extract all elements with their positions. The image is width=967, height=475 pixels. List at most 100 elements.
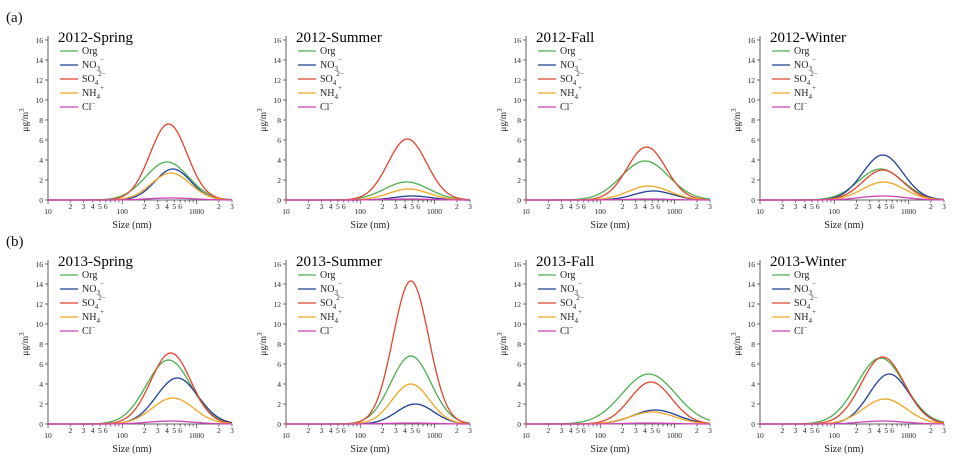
x-minor-tick-label: 4 xyxy=(569,426,573,435)
y-tick-label: 12 xyxy=(274,76,282,85)
series-line-cl xyxy=(286,198,471,201)
x-axis-label: Size (nm) xyxy=(824,220,863,231)
x-tick-label: 100 xyxy=(355,431,367,440)
series-line-org xyxy=(526,160,711,201)
y-tick-label: 2 xyxy=(39,176,43,185)
x-minor-tick-label: 2 xyxy=(217,202,221,211)
x-minor-tick-label: 5 xyxy=(650,426,654,435)
legend-label-org: Org xyxy=(560,46,575,57)
y-tick-label: 16 xyxy=(36,260,44,269)
y-tick-label: 14 xyxy=(36,56,44,65)
x-minor-tick-label: 3 xyxy=(560,202,564,211)
y-tick-label: 2 xyxy=(277,176,281,185)
x-minor-tick-label: 4 xyxy=(643,426,647,435)
x-tick-label: 1000 xyxy=(901,207,916,216)
chart-title: 2013-Spring xyxy=(58,254,134,270)
series-line-so4 xyxy=(48,123,233,201)
y-tick-label: 2 xyxy=(39,400,43,409)
x-minor-tick-label: 3 xyxy=(394,202,398,211)
chart-panel-2013-fall: 2013-Fall 0 2 4 6 8 10 12 14 16 μg/m3 10 2 3 4 5 6 100 2 3 4… xyxy=(478,249,713,464)
series-line-so4 xyxy=(526,146,711,201)
x-tick-label: 1000 xyxy=(427,431,442,440)
x-minor-tick-label: 4 xyxy=(803,426,807,435)
x-minor-tick-label: 6 xyxy=(656,426,660,435)
y-tick-label: 6 xyxy=(277,360,281,369)
legend-label-nh4: NH4+ xyxy=(560,308,582,325)
chart-title: 2012-Summer xyxy=(296,30,382,46)
chart-panel-2013-winter: 2013-Winter 0 2 4 6 8 10 12 14 16 μg/m3 10 2 3 4 5 6 100 2… xyxy=(712,249,947,464)
legend-label-org: Org xyxy=(82,46,97,57)
y-tick-label: 14 xyxy=(748,280,756,289)
x-minor-tick-label: 3 xyxy=(708,426,712,435)
y-tick-label: 14 xyxy=(36,280,44,289)
x-minor-tick-label: 2 xyxy=(929,202,933,211)
y-tick-label: 10 xyxy=(36,320,44,329)
x-minor-tick-label: 2 xyxy=(306,426,310,435)
x-tick-label: 100 xyxy=(117,431,129,440)
x-minor-tick-label: 5 xyxy=(98,202,102,211)
x-minor-tick-label: 6 xyxy=(104,426,108,435)
y-tick-label: 10 xyxy=(748,96,756,105)
series-line-cl xyxy=(286,422,470,425)
x-tick-label: 10 xyxy=(282,431,290,440)
y-axis-label: μg/m3 xyxy=(730,332,743,356)
x-minor-tick-label: 4 xyxy=(403,426,407,435)
legend-label-cl: Cl− xyxy=(794,100,807,113)
y-tick-label: 8 xyxy=(751,116,755,125)
y-tick-label: 8 xyxy=(751,340,755,349)
y-tick-label: 12 xyxy=(274,300,282,309)
x-minor-tick-label: 2 xyxy=(621,426,625,435)
y-tick-label: 2 xyxy=(751,400,755,409)
x-minor-tick-label: 2 xyxy=(695,202,699,211)
series-line-cl xyxy=(526,198,711,201)
x-minor-tick-label: 5 xyxy=(576,202,580,211)
x-tick-label: 100 xyxy=(829,207,841,216)
legend-label-cl: Cl− xyxy=(82,100,95,113)
x-minor-tick-label: 6 xyxy=(582,426,586,435)
y-tick-label: 12 xyxy=(748,76,756,85)
x-minor-tick-label: 2 xyxy=(455,202,459,211)
x-tick-label: 10 xyxy=(756,207,764,216)
y-tick-label: 2 xyxy=(751,176,755,185)
x-minor-tick-label: 6 xyxy=(342,426,346,435)
x-minor-tick-label: 5 xyxy=(98,426,102,435)
y-tick-label: 0 xyxy=(751,420,755,429)
y-tick-label: 0 xyxy=(39,420,43,429)
x-minor-tick-label: 2 xyxy=(143,426,147,435)
y-tick-label: 16 xyxy=(514,260,522,269)
x-tick-label: 10 xyxy=(282,207,290,216)
x-minor-tick-label: 3 xyxy=(634,426,638,435)
series-line-cl xyxy=(526,422,711,425)
x-minor-tick-label: 2 xyxy=(68,426,72,435)
x-tick-label: 1000 xyxy=(189,431,204,440)
y-tick-label: 4 xyxy=(39,380,43,389)
y-tick-label: 4 xyxy=(517,156,521,165)
legend-label-nh4: NH4+ xyxy=(560,84,582,101)
x-minor-tick-label: 3 xyxy=(156,426,160,435)
y-axis-label: μg/m3 xyxy=(18,108,31,132)
y-tick-label: 0 xyxy=(517,420,521,429)
y-tick-label: 0 xyxy=(277,196,281,205)
y-tick-label: 6 xyxy=(751,360,755,369)
y-axis-label: μg/m3 xyxy=(496,108,509,132)
x-minor-tick-label: 4 xyxy=(569,202,573,211)
x-minor-tick-label: 3 xyxy=(794,426,798,435)
x-minor-tick-label: 6 xyxy=(890,426,894,435)
x-axis-label: Size (nm) xyxy=(112,444,151,455)
chart-title: 2013-Winter xyxy=(770,254,846,270)
x-minor-tick-label: 3 xyxy=(868,202,872,211)
x-minor-tick-label: 5 xyxy=(336,202,340,211)
x-minor-tick-label: 5 xyxy=(810,202,814,211)
x-minor-tick-label: 3 xyxy=(708,202,712,211)
x-tick-label: 1000 xyxy=(901,431,916,440)
chart-panel-2012-spring: 2012-Spring 0 2 4 6 8 10 12 14 16 μg/m3 10 2 3 4 5 6 100 2… xyxy=(0,25,235,240)
y-tick-label: 16 xyxy=(274,260,282,269)
y-tick-label: 10 xyxy=(514,96,522,105)
x-minor-tick-label: 6 xyxy=(416,202,420,211)
x-axis-label: Size (nm) xyxy=(590,220,629,231)
x-minor-tick-label: 2 xyxy=(381,426,385,435)
y-tick-label: 4 xyxy=(277,380,281,389)
legend-label-nh4: NH4+ xyxy=(82,308,104,325)
